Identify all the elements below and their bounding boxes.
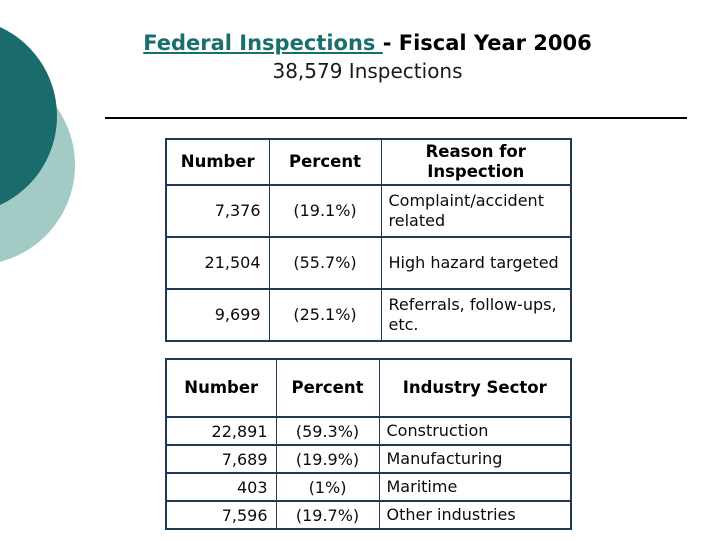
industry-sector-table: Number Percent Industry Sector 22,891 (5… <box>165 358 572 530</box>
percent-cell: (59.3%) <box>275 416 380 446</box>
column-header-number: Number <box>165 138 270 186</box>
number-cell: 9,699 <box>165 287 270 342</box>
table-row: 22,891 (59.3%) Construction <box>165 416 572 446</box>
column-header-number: Number <box>165 358 277 418</box>
number-cell: 7,596 <box>165 500 277 530</box>
reason-cell: High hazard targeted <box>380 235 572 290</box>
column-header-percent: Percent <box>275 358 380 418</box>
number-cell: 403 <box>165 472 277 502</box>
reason-cell: Referrals, follow-ups, etc. <box>380 287 572 342</box>
page-title: Federal Inspections - Fiscal Year 2006 <box>45 30 690 56</box>
table-header-row: Number Percent Reason for Inspection <box>165 138 572 186</box>
percent-cell: (1%) <box>275 472 380 502</box>
title-hyperlink[interactable]: Federal Inspections <box>143 31 383 55</box>
table-row: 21,504 (55.7%) High hazard targeted <box>165 235 572 290</box>
slide-subtitle: 38,579 Inspections <box>272 59 463 84</box>
table-row: 7,376 (19.1%) Complaint/accident related <box>165 183 572 238</box>
number-cell: 7,376 <box>165 183 270 238</box>
percent-cell: (19.9%) <box>275 444 380 474</box>
reason-cell: Complaint/accident related <box>380 183 572 238</box>
column-header-industry: Industry Sector <box>378 358 572 418</box>
table-row: 7,596 (19.7%) Other industries <box>165 500 572 530</box>
industry-cell: Manufacturing <box>378 444 572 474</box>
percent-cell: (55.7%) <box>268 235 382 290</box>
percent-cell: (19.1%) <box>268 183 382 238</box>
industry-cell: Construction <box>378 416 572 446</box>
table-row: 9,699 (25.1%) Referrals, follow-ups, etc… <box>165 287 572 342</box>
percent-cell: (19.7%) <box>275 500 380 530</box>
title-divider-line <box>105 117 687 119</box>
title-rest-text: - Fiscal Year 2006 <box>382 31 592 55</box>
title-block: Federal Inspections - Fiscal Year 2006 3… <box>45 30 690 83</box>
number-cell: 21,504 <box>165 235 270 290</box>
table-header-row: Number Percent Industry Sector <box>165 358 572 418</box>
column-header-percent: Percent <box>268 138 382 186</box>
industry-cell: Other industries <box>378 500 572 530</box>
table-row: 7,689 (19.9%) Manufacturing <box>165 444 572 474</box>
table-row: 403 (1%) Maritime <box>165 472 572 502</box>
number-cell: 7,689 <box>165 444 277 474</box>
percent-cell: (25.1%) <box>268 287 382 342</box>
column-header-reason: Reason for Inspection <box>380 138 572 186</box>
reason-for-inspection-table: Number Percent Reason for Inspection 7,3… <box>165 138 572 342</box>
number-cell: 22,891 <box>165 416 277 446</box>
industry-cell: Maritime <box>378 472 572 502</box>
